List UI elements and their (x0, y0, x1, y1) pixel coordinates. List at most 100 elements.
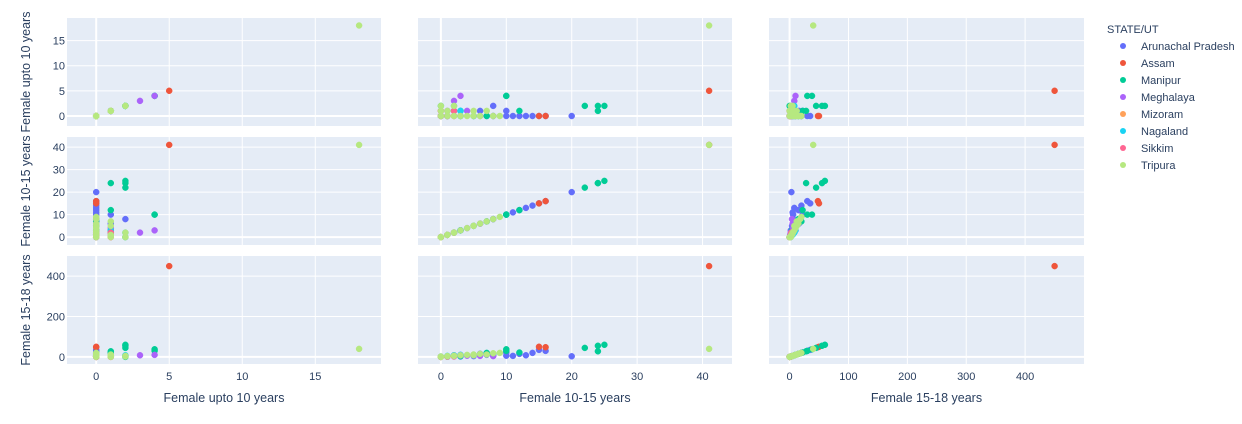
data-point[interactable] (457, 227, 464, 234)
data-point[interactable] (791, 222, 798, 230)
data-point[interactable] (815, 112, 823, 120)
data-point[interactable] (122, 215, 129, 223)
data-point[interactable] (581, 344, 589, 352)
data-point[interactable] (516, 349, 523, 356)
data-point[interactable] (594, 348, 602, 355)
data-point[interactable] (535, 200, 543, 207)
data-point[interactable] (812, 184, 820, 191)
data-point[interactable] (470, 222, 477, 230)
data-point[interactable] (450, 229, 458, 236)
legend-item[interactable]: Nagaland (1120, 126, 1188, 138)
data-point[interactable] (818, 179, 826, 187)
data-point[interactable] (92, 188, 100, 196)
data-point[interactable] (489, 102, 497, 110)
data-point[interactable] (444, 231, 451, 239)
data-point[interactable] (516, 107, 523, 115)
data-point[interactable] (107, 233, 115, 241)
data-point[interactable] (705, 141, 713, 149)
data-point[interactable] (503, 107, 510, 115)
data-point[interactable] (601, 102, 608, 110)
data-point[interactable] (107, 222, 115, 230)
data-point[interactable] (516, 206, 523, 214)
data-point[interactable] (798, 349, 805, 357)
data-point[interactable] (450, 102, 458, 110)
data-point[interactable] (802, 179, 810, 187)
data-point[interactable] (463, 351, 471, 359)
data-point[interactable] (122, 229, 129, 236)
data-point[interactable] (568, 188, 575, 196)
data-point[interactable] (107, 107, 115, 115)
data-point[interactable] (809, 345, 817, 353)
data-point[interactable] (804, 197, 811, 205)
data-point[interactable] (542, 112, 549, 120)
data-point[interactable] (489, 112, 497, 120)
data-point[interactable] (437, 233, 445, 241)
data-point[interactable] (122, 102, 129, 110)
data-point[interactable] (355, 141, 363, 149)
data-point[interactable] (92, 112, 100, 120)
data-point[interactable] (483, 351, 490, 358)
data-point[interactable] (470, 107, 477, 115)
data-point[interactable] (437, 112, 445, 120)
data-point[interactable] (509, 209, 517, 216)
data-point[interactable] (444, 352, 451, 360)
data-point[interactable] (581, 102, 589, 110)
legend-item[interactable]: Mizoram (1120, 109, 1183, 121)
data-point[interactable] (122, 352, 129, 360)
data-point[interactable] (151, 92, 158, 100)
data-point[interactable] (503, 211, 510, 218)
data-point[interactable] (799, 206, 806, 214)
data-point[interactable] (92, 213, 100, 221)
data-point[interactable] (594, 342, 602, 350)
data-point[interactable] (92, 343, 100, 351)
data-point[interactable] (489, 215, 497, 223)
data-point[interactable] (529, 112, 536, 120)
data-point[interactable] (1051, 87, 1058, 95)
data-point[interactable] (496, 213, 504, 221)
data-point[interactable] (535, 343, 543, 351)
data-point[interactable] (463, 224, 471, 232)
data-point[interactable] (809, 141, 817, 149)
data-point[interactable] (489, 350, 497, 357)
data-point[interactable] (92, 200, 100, 207)
data-point[interactable] (529, 349, 536, 357)
data-point[interactable] (463, 112, 471, 120)
data-point[interactable] (92, 231, 100, 239)
data-point[interactable] (568, 112, 575, 120)
data-point[interactable] (812, 102, 820, 110)
legend[interactable]: STATE/UT Arunachal Pradesh Assam Manipur Me… (1107, 24, 1235, 172)
data-point[interactable] (522, 204, 530, 212)
legend-item[interactable]: Sikkim (1120, 143, 1173, 155)
data-point[interactable] (444, 112, 451, 120)
data-point[interactable] (107, 352, 115, 359)
data-point[interactable] (496, 349, 504, 357)
data-point[interactable] (601, 341, 608, 349)
data-point[interactable] (522, 112, 530, 120)
data-point[interactable] (535, 112, 543, 120)
data-point[interactable] (705, 262, 713, 270)
data-point[interactable] (165, 262, 173, 270)
data-point[interactable] (136, 229, 144, 236)
data-point[interactable] (151, 211, 158, 218)
data-point[interactable] (1051, 262, 1058, 270)
data-point[interactable] (798, 213, 805, 221)
data-point[interactable] (804, 92, 811, 100)
data-point[interactable] (450, 352, 458, 360)
data-point[interactable] (798, 112, 805, 120)
data-point[interactable] (107, 206, 115, 214)
data-point[interactable] (122, 344, 129, 352)
legend-item[interactable]: Manipur (1120, 75, 1181, 87)
data-point[interactable] (483, 218, 490, 225)
data-point[interactable] (791, 107, 798, 115)
data-point[interactable] (581, 184, 589, 191)
data-point[interactable] (522, 352, 530, 359)
data-point[interactable] (705, 345, 713, 353)
data-point[interactable] (470, 352, 477, 359)
data-point[interactable] (503, 92, 510, 100)
data-point[interactable] (804, 211, 811, 218)
data-point[interactable] (450, 112, 458, 120)
data-point[interactable] (594, 107, 602, 115)
data-point[interactable] (503, 347, 510, 355)
data-point[interactable] (151, 351, 158, 359)
legend-item[interactable]: Tripura (1120, 160, 1176, 172)
